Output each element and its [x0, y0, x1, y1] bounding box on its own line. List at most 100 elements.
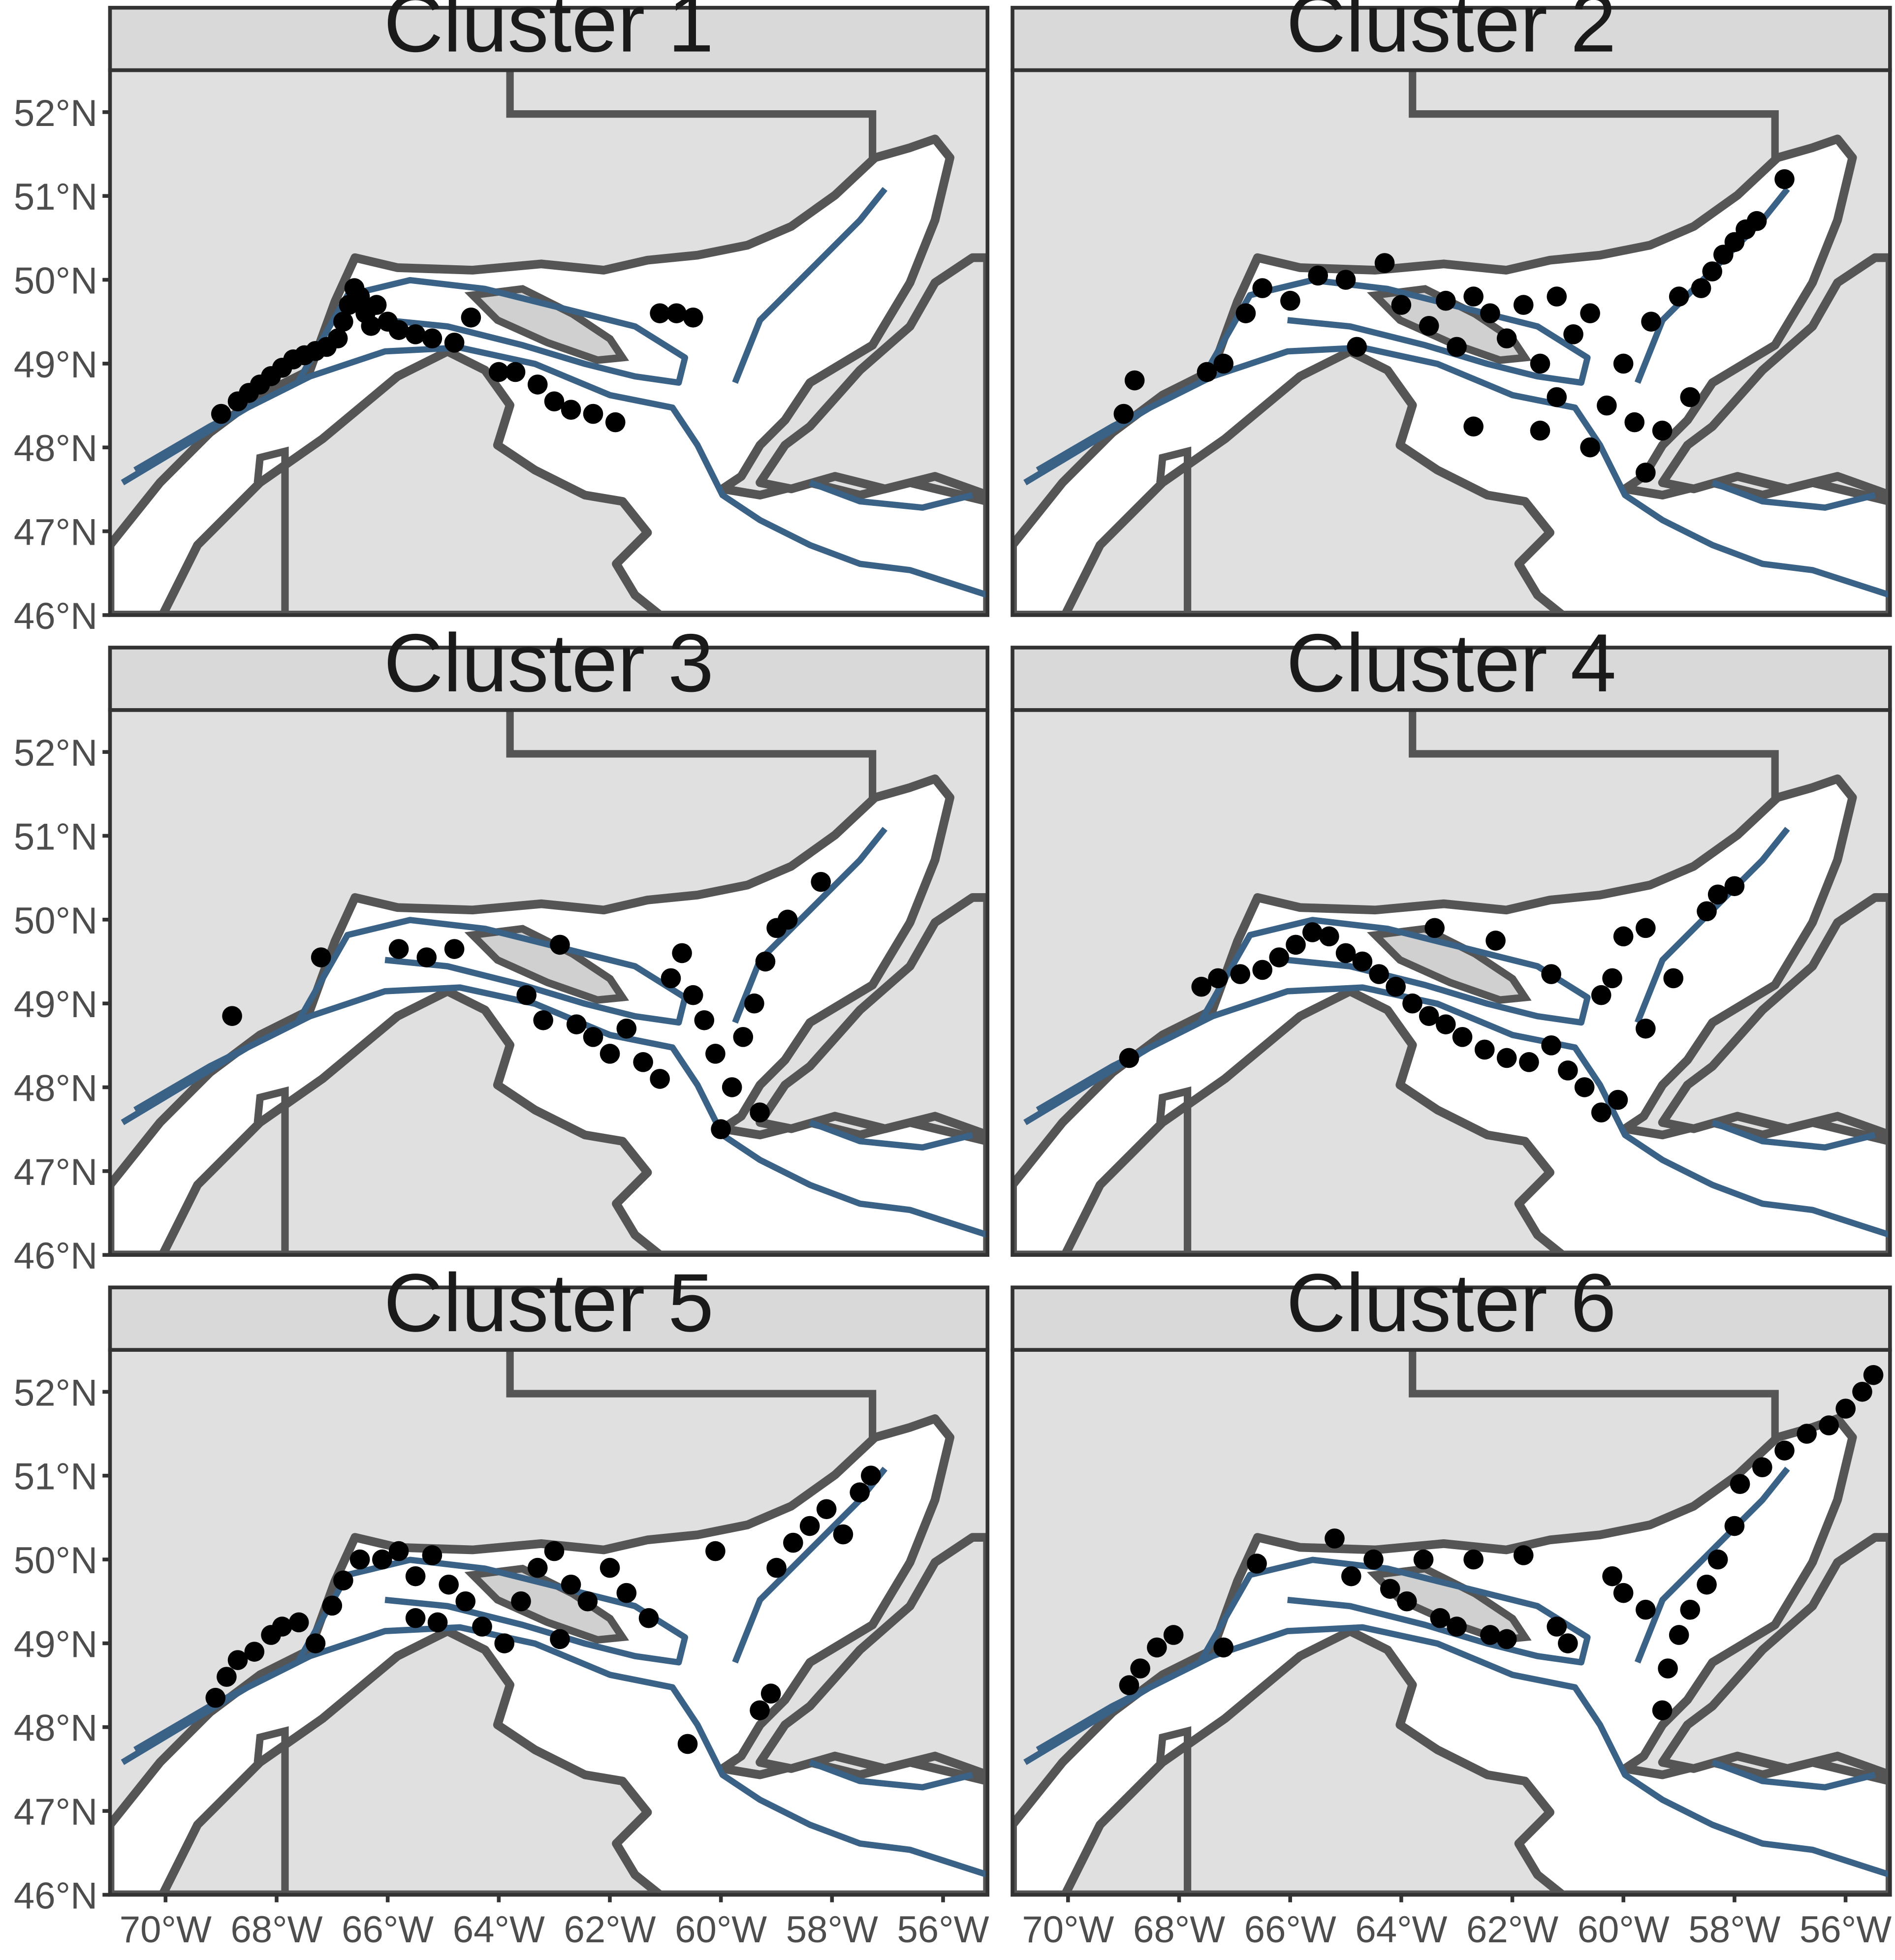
location-point	[1413, 1549, 1434, 1570]
x-tick-label: 64°W	[453, 1909, 545, 1951]
location-point	[1208, 968, 1228, 989]
location-point	[366, 295, 387, 315]
location-point	[405, 1566, 426, 1587]
location-point	[422, 328, 442, 348]
location-point	[1602, 968, 1622, 989]
map-area	[110, 710, 987, 1255]
location-point	[461, 307, 481, 328]
location-point	[1680, 387, 1701, 407]
location-point	[616, 1018, 637, 1039]
x-tick-label: 70°W	[1022, 1909, 1114, 1951]
location-point	[566, 1014, 587, 1034]
location-point	[550, 934, 570, 955]
location-point	[766, 1557, 787, 1578]
location-point	[349, 286, 370, 307]
location-point	[650, 303, 670, 323]
location-point	[1702, 261, 1723, 281]
location-point	[1419, 1006, 1439, 1026]
location-point	[1652, 420, 1673, 441]
y-tick-label: 50°N	[14, 900, 97, 942]
x-tick-label: 62°W	[1466, 1909, 1558, 1951]
location-point	[1602, 1566, 1622, 1587]
location-point	[1636, 918, 1656, 938]
location-point	[683, 985, 703, 1005]
facet-title: Cluster 3	[384, 617, 714, 709]
location-point	[1463, 416, 1484, 437]
location-point	[1496, 1048, 1517, 1068]
facet-title: Cluster 6	[1286, 1256, 1616, 1349]
location-point	[1863, 1365, 1884, 1385]
y-tick-label: 47°N	[14, 512, 97, 554]
location-point	[1636, 1018, 1656, 1039]
location-point	[1541, 1035, 1561, 1056]
location-point	[650, 1069, 670, 1089]
panel-frame	[1011, 1348, 1892, 1897]
location-point	[305, 1633, 326, 1653]
y-tick-label: 51°N	[14, 1456, 97, 1498]
location-point	[577, 1591, 598, 1612]
location-point	[1452, 1027, 1473, 1047]
location-point	[833, 1524, 853, 1545]
panel-cluster-4: Cluster 4	[1011, 617, 1892, 1257]
location-point	[605, 412, 626, 433]
location-point	[1419, 315, 1439, 336]
location-point	[750, 1102, 770, 1123]
x-tick-label: 56°W	[897, 1909, 989, 1951]
facet-title: Cluster 5	[384, 1256, 714, 1349]
location-point	[516, 985, 537, 1005]
facet-title: Cluster 2	[1286, 0, 1616, 69]
location-point	[683, 307, 703, 328]
location-point	[705, 1541, 726, 1561]
location-point	[1513, 1545, 1534, 1565]
location-point	[472, 1617, 492, 1637]
location-point	[1147, 1637, 1167, 1658]
facet-strip	[1011, 1285, 1892, 1352]
location-point	[711, 1119, 731, 1140]
location-point	[561, 400, 581, 420]
location-point	[1707, 1549, 1728, 1570]
x-tick-label: 58°W	[786, 1909, 878, 1951]
location-point	[1613, 353, 1634, 374]
y-tick-label: 49°N	[14, 344, 97, 386]
location-point	[1369, 964, 1389, 984]
location-point	[755, 951, 776, 972]
location-point	[388, 939, 409, 959]
location-point	[861, 1465, 881, 1486]
location-point	[1435, 290, 1456, 311]
location-point	[550, 1629, 570, 1649]
y-tick-label: 52°N	[14, 732, 97, 774]
location-point	[1286, 934, 1306, 955]
location-point	[661, 968, 681, 989]
facet-strip	[1011, 5, 1892, 72]
location-point	[1774, 169, 1795, 189]
x-tick-label: 64°W	[1355, 1909, 1447, 1951]
location-point	[1819, 1415, 1839, 1435]
location-point	[666, 303, 687, 323]
location-point	[1213, 353, 1234, 374]
location-point	[1547, 286, 1567, 307]
location-point	[1463, 286, 1484, 307]
location-point	[1724, 1516, 1745, 1536]
location-point	[1636, 463, 1656, 483]
location-point	[1374, 253, 1395, 273]
location-point	[1636, 1599, 1656, 1620]
y-tick-label: 48°N	[14, 1708, 97, 1749]
location-point	[1613, 926, 1634, 947]
location-point	[272, 1617, 292, 1637]
location-point	[677, 1734, 698, 1754]
map-area	[110, 70, 987, 615]
panel-cluster-6: Cluster 6 70°W 68°W 66°W 64°W 62°W 60°W 58°W 56°…	[1011, 1256, 1892, 1951]
location-point	[1624, 412, 1645, 433]
location-point	[1519, 1052, 1539, 1072]
location-point	[1430, 1608, 1451, 1628]
y-tick-label: 47°N	[14, 1151, 97, 1193]
location-point	[1663, 968, 1684, 989]
location-point	[1474, 1039, 1495, 1060]
location-point	[1213, 1637, 1234, 1658]
location-point	[1697, 1574, 1717, 1595]
location-point	[816, 1499, 837, 1520]
basemap	[110, 1350, 987, 1895]
location-point	[1280, 290, 1300, 311]
location-point	[1341, 1566, 1361, 1587]
location-point	[1547, 1617, 1567, 1637]
